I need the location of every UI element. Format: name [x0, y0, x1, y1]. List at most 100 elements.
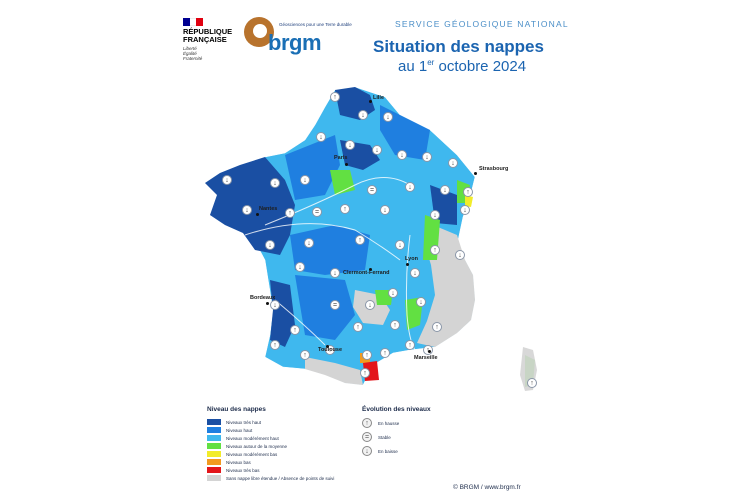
legend-label: Niveaux autour de la moyenne [226, 443, 288, 449]
city-label-toulouse: Toulouse [318, 347, 343, 353]
equals-icon: = [362, 432, 372, 442]
evolution-marker: ↓ [388, 288, 398, 298]
evolution-marker: ↓ [372, 145, 382, 155]
city-dot [369, 100, 372, 103]
legend-label: Niveaux modérément haut [226, 435, 279, 441]
region-absence-pyrenees [305, 357, 363, 385]
evolution-marker: = [312, 207, 322, 217]
city-label-clermont: Clermont-Ferrand [343, 270, 390, 276]
city-dot [345, 163, 348, 166]
evolution-marker: ↑ [330, 92, 340, 102]
evolution-marker: ↓ [455, 250, 465, 260]
evolution-marker: ↓ [395, 240, 405, 250]
legend-label: Niveaux très bas [226, 467, 260, 473]
evolution-marker: ↓ [345, 140, 355, 150]
arrow-up-icon: ↑ [362, 418, 372, 428]
evolution-label: En baisse [378, 448, 398, 454]
evolution-marker: ↑ [353, 322, 363, 332]
legend-item: Niveaux haut [207, 426, 334, 434]
evolution-marker: ↓ [316, 132, 326, 142]
evolution-label: En hausse [378, 420, 400, 426]
evolution-marker: ↑ [355, 235, 365, 245]
evolution-marker: ↓ [405, 182, 415, 192]
legend-swatch [207, 427, 221, 433]
service-geologique: SERVICE GÉOLOGIQUE NATIONAL [395, 19, 569, 29]
legend-label: Niveaux modérément bas [226, 451, 278, 457]
evolution-marker: ↑ [380, 348, 390, 358]
evolution-marker: ↓ [265, 240, 275, 250]
evolution-marker: ↑ [360, 368, 370, 378]
legend-label: Niveaux très haut [226, 419, 262, 425]
city-dot [369, 268, 372, 271]
page-date: au 1er octobre 2024 [398, 58, 526, 75]
evolution-marker: ↓ [242, 205, 252, 215]
evolution-marker: ↑ [432, 322, 442, 332]
evolution-marker: ↑ [285, 208, 295, 218]
evolution-marker: ↓ [410, 268, 420, 278]
legend-swatch [207, 459, 221, 465]
legend-swatch [207, 435, 221, 441]
evolution-marker: ↓ [383, 112, 393, 122]
evolution-marker: ↓ [448, 158, 458, 168]
evolution-marker: ↓ [365, 300, 375, 310]
legend-item: Niveaux autour de la moyenne [207, 442, 334, 450]
evolution-marker: ↓ [440, 185, 450, 195]
city-label-strasbourg: Strasbourg [479, 166, 509, 172]
evolution-marker: ↓ [330, 268, 340, 278]
legend-title: Niveau des nappes [207, 406, 266, 413]
legend-label: Niveaux haut [226, 427, 253, 433]
evolution-marker: ↓ [270, 178, 280, 188]
evolution-marker: ↑ [270, 340, 280, 350]
devise-liberte: Liberté [183, 46, 197, 51]
legend-item: Niveaux bas [207, 458, 334, 466]
region-haut-centre [290, 225, 370, 275]
arrow-down-icon: ↓ [362, 446, 372, 456]
evolution-marker: ↓ [304, 238, 314, 248]
devise-fraternite: Fraternité [183, 56, 203, 61]
france-groundwater-map [204, 86, 537, 391]
legend-item: Niveaux modérément bas [207, 450, 334, 458]
city-dot [256, 213, 259, 216]
evolution-marker: ↓ [300, 175, 310, 185]
city-dot [406, 263, 409, 266]
city-label-lyon: Lyon [405, 256, 418, 262]
legend-swatch [207, 451, 221, 457]
legend-swatch [207, 419, 221, 425]
evolution-marker: ↑ [405, 340, 415, 350]
evolution-marker: ↓ [358, 110, 368, 120]
republique-line-2: FRANÇAISE [183, 35, 227, 44]
city-label-nantes: Nantes [259, 206, 278, 212]
evolution-item: ↓ En baisse [362, 444, 431, 458]
evolution-marker: ↑ [290, 325, 300, 335]
city-label-lille: Lille [373, 95, 385, 101]
region-haut-bassin-parisien [285, 135, 340, 200]
evolution-marker: ↑ [362, 350, 372, 360]
evolution-marker: ↑ [430, 245, 440, 255]
evolution-marker: = [330, 300, 340, 310]
region-moyenne-champagne [330, 170, 355, 195]
region-tres-haut-sud-ouest [270, 280, 295, 347]
city-label-marseille: Marseille [414, 355, 438, 361]
city-dot [266, 302, 269, 305]
river-garonne [274, 299, 326, 346]
evolution-marker: ↑ [300, 350, 310, 360]
republique-line-1: RÉPUBLIQUE [183, 27, 233, 36]
date-prefix: au 1 [398, 58, 428, 75]
evolution-marker: ↓ [397, 150, 407, 160]
region-moderement-bas [465, 195, 473, 207]
region-haut-sud [295, 275, 355, 340]
legend-item: Niveaux modérément haut [207, 434, 334, 442]
copyright: © BRGM / www.brgm.fr [453, 484, 521, 491]
legend-evolution: Évolution des niveaux ↑ En hausse = Stable… [362, 406, 431, 458]
legend-swatch [207, 443, 221, 449]
legend-swatch [207, 467, 221, 473]
devise: Liberté Égalité Fraternité [183, 46, 243, 61]
legend-item: Sans nappe libre étendue / Absence de po… [207, 474, 334, 482]
evolution-label: Stable [378, 434, 391, 440]
evolution-marker: ↓ [380, 205, 390, 215]
legend-swatch [207, 475, 221, 481]
evolution-marker: ↓ [416, 297, 426, 307]
evolution-marker: ↓ [460, 205, 470, 215]
evolution-marker: ↓ [295, 262, 305, 272]
brgm-tagline: Géosciences pour une Terre durable [279, 22, 352, 27]
